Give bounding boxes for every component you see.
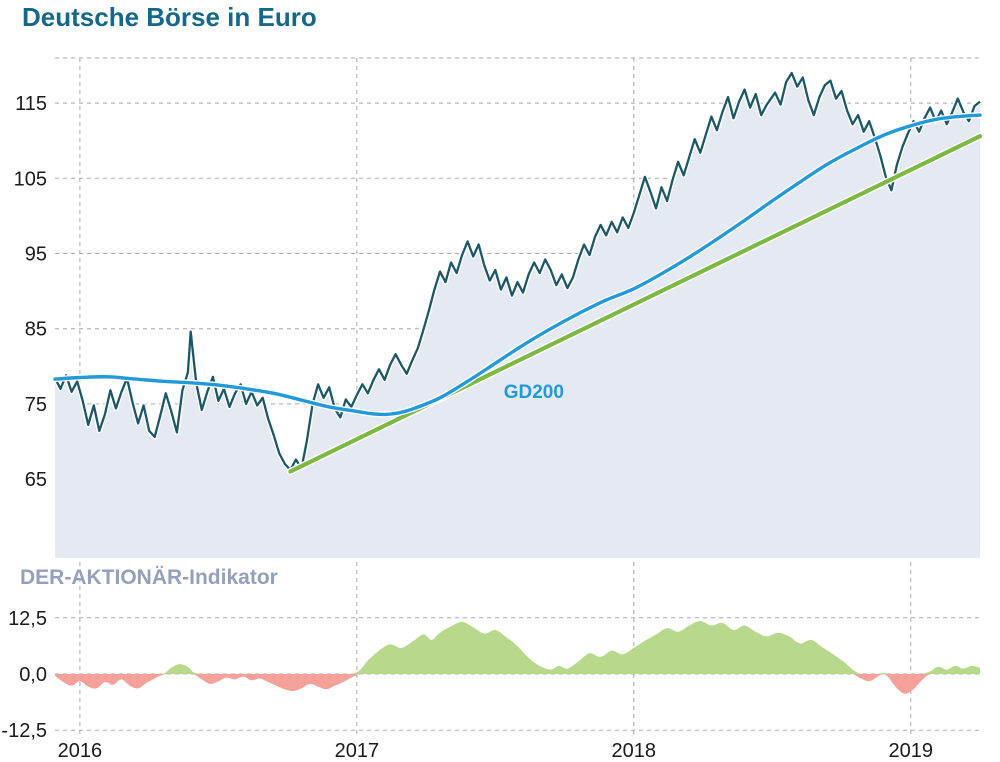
- axis-label-layer: 65 75 85 95 105 115 12,5 0,0 -12,5 2016 2017 2018 20…: [1, 93, 933, 762]
- indicator-area-positive: [55, 621, 980, 675]
- gd200-label: GD200: [504, 382, 564, 403]
- x-tick-2016: 2016: [58, 740, 103, 762]
- indicator-y-tick-1: 0,0: [19, 664, 47, 686]
- price-line: [53, 71, 981, 472]
- price-y-tick-115: 115: [15, 93, 47, 115]
- x-tick-2018: 2018: [612, 740, 657, 762]
- x-tick-2017: 2017: [335, 740, 380, 762]
- gd200-line: [53, 113, 982, 417]
- indicator-title: DER-AKTIONÄR-Indikator: [20, 566, 278, 589]
- price-area-fill: [55, 73, 980, 558]
- x-tick-2019: 2019: [889, 740, 934, 762]
- indicator-y-tick-2: -12,5: [1, 720, 47, 742]
- price-y-tick-85: 85: [25, 319, 47, 341]
- price-y-tick-95: 95: [25, 244, 47, 266]
- page-title: Deutsche Börse in Euro: [22, 2, 317, 32]
- indicator-area-negative: [55, 673, 980, 694]
- price-chart-layer: GD200: [52, 70, 984, 558]
- price-y-tick-75: 75: [25, 394, 47, 416]
- indicator-chart-layer: [55, 621, 980, 694]
- indicator-y-tick-0: 12,5: [8, 608, 47, 630]
- trend-line: [288, 134, 983, 474]
- price-y-tick-105: 105: [14, 168, 47, 190]
- price-y-tick-65: 65: [25, 469, 47, 491]
